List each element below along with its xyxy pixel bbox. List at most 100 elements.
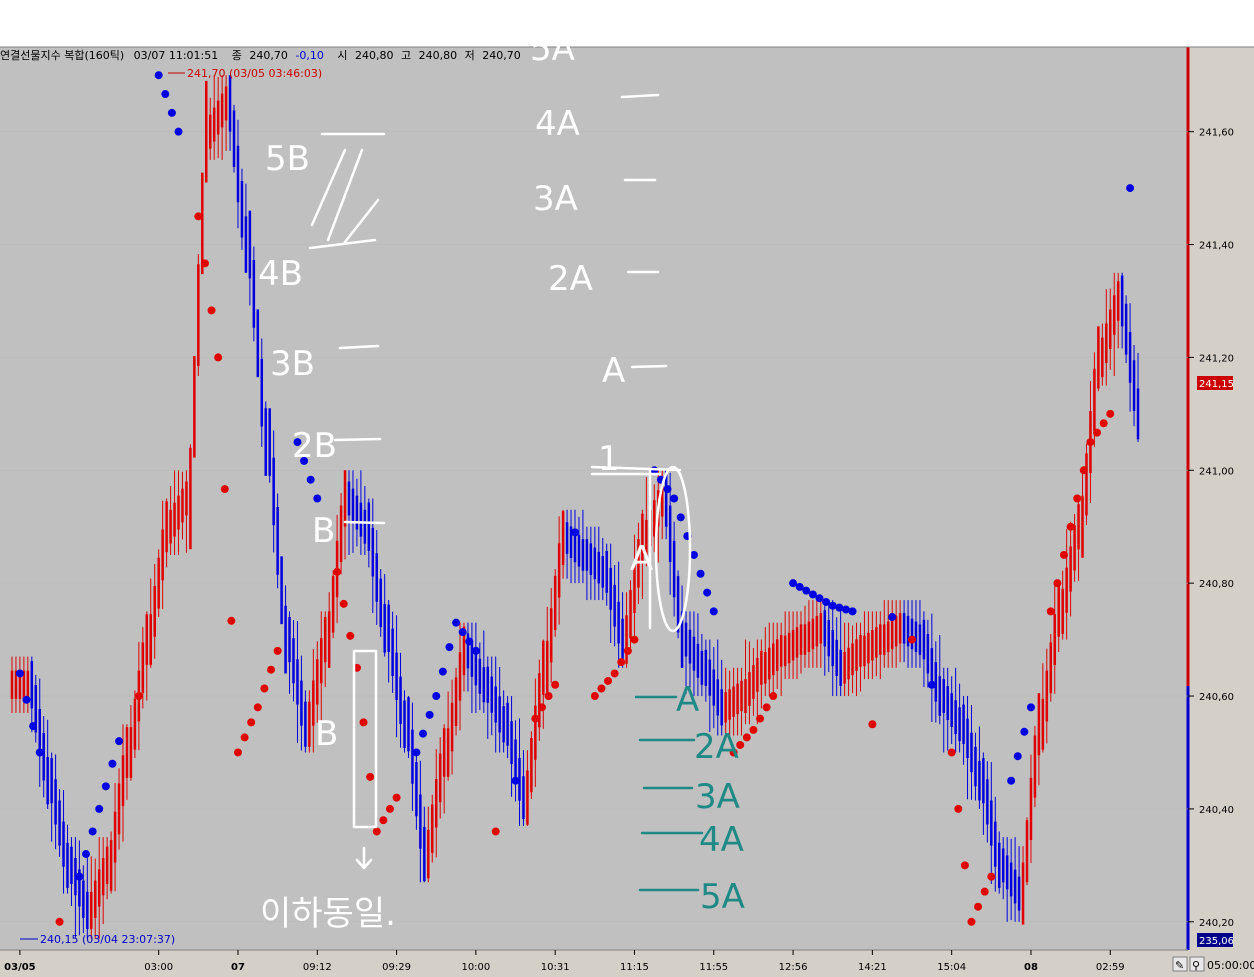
x-tick-label: 10:00 (461, 962, 490, 973)
sar-dot (689, 550, 698, 559)
sar-dot (511, 776, 520, 785)
sar-dot (267, 665, 276, 674)
sar-dot (808, 590, 817, 599)
sar-dot (544, 692, 553, 701)
sar-dot (95, 804, 104, 813)
teal-label-3a: 3A (695, 777, 740, 817)
sar-dot (425, 710, 434, 719)
sar-dot (815, 594, 824, 603)
sar-dot (465, 637, 474, 646)
y-axis-panel (1188, 47, 1254, 950)
sar-dot (927, 680, 936, 689)
sar-dot (736, 740, 745, 749)
sar-dot (458, 628, 467, 637)
hand-label-b1: B (312, 511, 335, 551)
sar-dot (293, 438, 302, 447)
sar-dot (789, 579, 798, 588)
teal-label-a: A (676, 680, 699, 720)
sar-dot (676, 513, 685, 522)
sar-dot (207, 306, 216, 315)
sar-dot (1093, 428, 1102, 437)
sar-dot (756, 714, 765, 723)
sar-dot (366, 772, 375, 781)
x-tick-label: 09:29 (382, 962, 411, 973)
sar-dot (828, 601, 837, 610)
sar-dot (742, 733, 751, 742)
teal-label-2a: 2A (694, 727, 739, 767)
x-tick-label: 02:59 (1096, 962, 1125, 973)
sar-dot (1013, 752, 1022, 761)
sar-dot (769, 692, 778, 701)
y-tick-label: 241,20 (1199, 353, 1234, 364)
x-tick-label: 08 (1024, 962, 1038, 973)
hand-label-4b: 4B (258, 254, 303, 294)
sar-dot (835, 603, 844, 612)
sar-dot (590, 692, 599, 701)
header-low-label: 저 (465, 49, 475, 62)
sar-dot (1020, 727, 1029, 736)
sar-dot (967, 917, 976, 926)
sar-dot (194, 212, 203, 221)
sar-dot (233, 748, 242, 757)
sar-dot (438, 667, 447, 676)
sar-dot (29, 722, 38, 731)
hand-label-3a: 3A (533, 179, 578, 219)
sar-dot (531, 714, 540, 723)
sar-dot (101, 782, 110, 791)
pencil-icon: ✎ (1175, 959, 1184, 972)
sar-dot (908, 635, 917, 644)
sar-dot (888, 613, 897, 622)
header-datetime: 03/07 11:01:51 (134, 49, 219, 62)
sar-dot (1106, 409, 1115, 418)
y-tick-label: 240,40 (1199, 805, 1234, 816)
sar-dot (379, 816, 388, 825)
header-line: 연결선물지수 복합(160틱) 03/07 11:01:51 종 240,70 … (0, 49, 521, 62)
y-tick-label: 240,20 (1199, 918, 1234, 929)
sar-dot (108, 759, 117, 768)
x-tick-label: 03/05 (4, 962, 36, 973)
sar-dot (802, 586, 811, 595)
pencil-button[interactable] (1172, 956, 1188, 972)
y-axis-ticks: 240,20 240,40 240,60 240,80 241,00 241,20 241,… (1188, 128, 1234, 929)
sar-dot (749, 725, 758, 734)
sar-dot (663, 485, 672, 494)
sar-dot (161, 90, 170, 99)
header-close-label: 종 (232, 49, 242, 62)
sar-dot (491, 827, 500, 836)
sar-dot (174, 127, 183, 136)
sar-dot (445, 643, 454, 652)
sar-dot (795, 582, 804, 591)
hand-label-3b: 3B (270, 344, 315, 384)
x-tick-label: 12:56 (779, 962, 808, 973)
handwriting-right: 5A 4A 3A 2A A 1 A (530, 29, 692, 633)
sar-dot (1066, 522, 1075, 531)
header-symbol: 연결선물지수 복합(160틱) (0, 49, 124, 62)
sar-dot (346, 631, 355, 640)
magnifier-icon: ⚲ (1192, 959, 1200, 972)
sar-dot (214, 353, 223, 362)
sar-dot (81, 850, 90, 859)
sar-dot (670, 494, 679, 503)
sar-dot (385, 804, 394, 813)
header-close-value: 240,70 (249, 49, 288, 62)
sar-dot (392, 793, 401, 802)
hand-label-a-upper: A (602, 351, 625, 391)
hand-label-5b: 5B (265, 139, 310, 179)
sar-dot (240, 733, 249, 742)
sar-dot (729, 748, 738, 757)
high-marker-label: 241,70 (03/05 03:46:03) (187, 67, 322, 80)
sar-dot (167, 108, 176, 117)
zoom-button[interactable] (1189, 956, 1205, 972)
sar-dot (1026, 703, 1035, 712)
sar-dot (630, 635, 639, 644)
sar-dot (88, 827, 97, 836)
sar-dot (220, 485, 229, 494)
sar-dot (471, 646, 480, 655)
sar-dot (1046, 607, 1055, 616)
sar-dot (703, 588, 712, 597)
low-marker-label: 240,15 (03/04 23:07:37) (40, 933, 175, 946)
sar-dot (974, 902, 983, 911)
sar-dot (1126, 184, 1135, 193)
y-tick-label: 240,80 (1199, 579, 1234, 590)
sar-dot (333, 567, 342, 576)
